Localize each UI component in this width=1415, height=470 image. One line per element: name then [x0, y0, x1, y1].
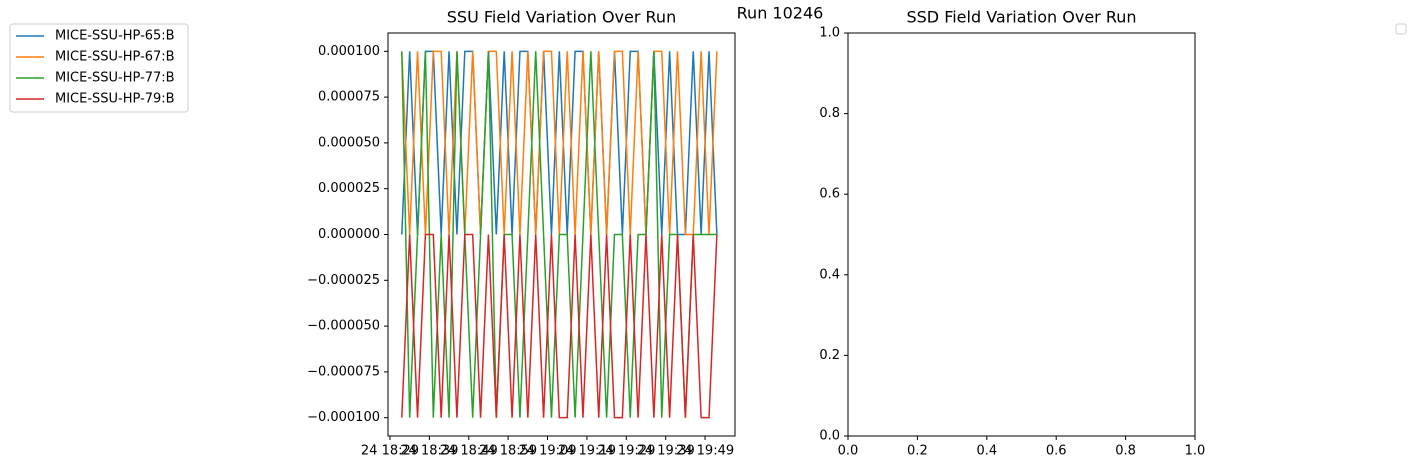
y-tick-label: 0.000050	[318, 135, 380, 150]
x-tick-label: 24 18:49	[440, 444, 498, 459]
empty-legend	[1395, 23, 1407, 35]
y-tick-label: −0.000075	[307, 364, 380, 379]
chart-title: SSU Field Variation Over Run	[447, 8, 676, 27]
x-tick-label: 0.8	[1115, 444, 1136, 459]
x-tick-label: 24 19:09	[518, 444, 576, 459]
legend-label: MICE-SSU-HP-65:B	[55, 29, 175, 44]
y-tick-label: 0.4	[819, 267, 840, 282]
legend-label: MICE-SSU-HP-67:B	[55, 50, 175, 65]
suptitle: Run 10246	[737, 4, 824, 23]
x-tick-label: 24 18:59	[479, 444, 537, 459]
series-line	[401, 233, 718, 419]
x-tick-label: 24 18:29	[361, 444, 419, 459]
x-tick-label: 24 19:19	[558, 444, 616, 459]
x-tick-label: 0.4	[976, 444, 997, 459]
y-tick-label: 0.0	[819, 429, 840, 444]
axes-frame	[847, 32, 1196, 437]
y-tick-label: 0.6	[819, 187, 840, 202]
x-tick-label: 0.0	[838, 444, 859, 459]
y-tick-label: 0.000075	[318, 90, 380, 105]
y-tick-label: 1.0	[819, 26, 840, 41]
y-tick-label: −0.000025	[307, 273, 380, 288]
x-tick-label: 24 19:39	[637, 444, 695, 459]
x-tick-label: 24 18:39	[400, 444, 458, 459]
y-tick-label: 0.2	[819, 348, 840, 363]
y-tick-label: −0.000050	[307, 319, 380, 334]
legend-label: MICE-SSU-HP-77:B	[55, 71, 175, 86]
legend-label: MICE-SSU-HP-79:B	[55, 92, 175, 107]
axes-frame	[387, 32, 736, 437]
x-tick-label: 0.2	[907, 444, 928, 459]
chart-title: SSD Field Variation Over Run	[906, 8, 1136, 27]
x-tick-label: 1.0	[1185, 444, 1206, 459]
y-tick-label: 0.000025	[318, 181, 380, 196]
x-tick-label: 24 19:29	[597, 444, 655, 459]
y-tick-label: −0.000100	[307, 410, 380, 425]
legend-box	[9, 23, 189, 113]
y-tick-label: 0.000100	[318, 44, 380, 59]
series-line	[401, 51, 717, 418]
y-tick-label: 0.8	[819, 106, 840, 121]
y-tick-label: 0.000000	[318, 227, 380, 242]
x-tick-label: 24 19:49	[676, 444, 734, 459]
x-tick-label: 0.6	[1046, 444, 1067, 459]
